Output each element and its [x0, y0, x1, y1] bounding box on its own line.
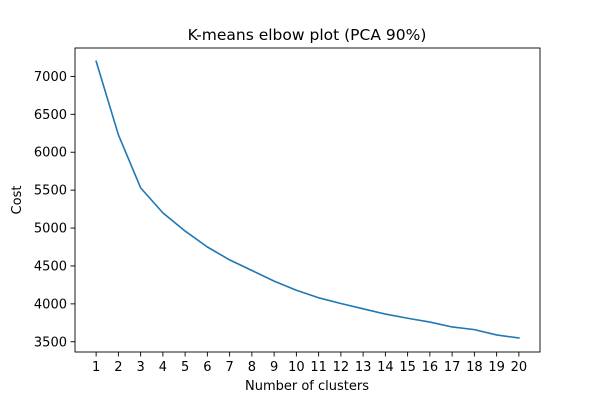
x-tick-label: 2: [114, 360, 122, 375]
y-tick-label: 3500: [34, 335, 67, 350]
x-tick-label: 20: [511, 360, 528, 375]
y-tick-label: 5500: [34, 184, 67, 199]
x-tick-label: 3: [136, 360, 144, 375]
y-tick-label: 6500: [34, 108, 67, 123]
x-tick-label: 14: [377, 360, 394, 375]
y-tick-label: 5000: [34, 222, 67, 237]
y-axis-ticks: 3500 4000 4500 5000 5500 6000 6500 7000: [34, 70, 75, 350]
x-axis-ticks: 1 2 3 4 5 6 7 8 9 10 11 12 13 14 15 16 17 18 19 20: [92, 352, 527, 375]
x-tick-label: 19: [488, 360, 505, 375]
x-tick-label: 9: [270, 360, 278, 375]
x-tick-label: 5: [181, 360, 189, 375]
x-tick-label: 7: [225, 360, 233, 375]
x-tick-label: 8: [248, 360, 256, 375]
x-tick-label: 15: [399, 360, 416, 375]
x-tick-label: 17: [444, 360, 461, 375]
x-tick-label: 13: [355, 360, 372, 375]
y-tick-label: 4000: [34, 297, 67, 312]
y-tick-label: 7000: [34, 70, 67, 85]
plot-frame: [74, 47, 541, 353]
x-tick-label: 1: [92, 360, 100, 375]
x-tick-label: 10: [288, 360, 305, 375]
x-tick-label: 11: [310, 360, 327, 375]
chart-title: K-means elbow plot (PCA 90%): [188, 26, 427, 44]
x-tick-label: 4: [159, 360, 167, 375]
x-tick-label: 16: [422, 360, 439, 375]
y-tick-label: 6000: [34, 146, 67, 161]
y-axis-label: Cost: [10, 186, 25, 215]
x-axis-label: Number of clusters: [245, 379, 369, 394]
plot-area: [75, 48, 540, 352]
x-tick-label: 18: [466, 360, 483, 375]
x-tick-label: 12: [333, 360, 350, 375]
x-tick-label: 6: [203, 360, 211, 375]
series-line-cost: [95, 60, 520, 339]
y-tick-label: 4500: [34, 259, 67, 274]
